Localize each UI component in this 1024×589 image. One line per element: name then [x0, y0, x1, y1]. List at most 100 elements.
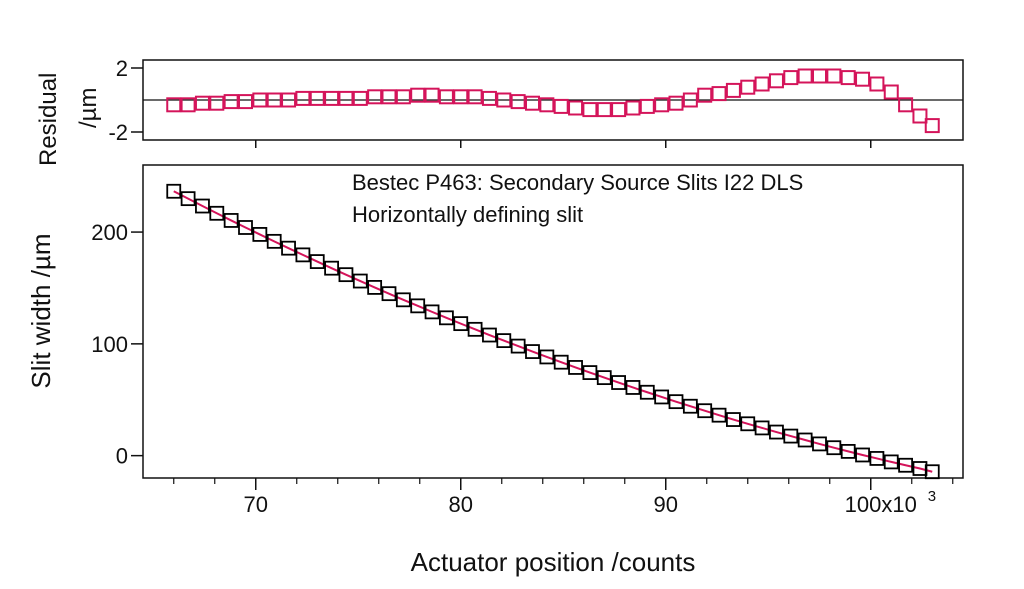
residual-point [725, 82, 741, 98]
residual-point [639, 98, 655, 114]
main-point [812, 436, 827, 452]
main-point [697, 403, 713, 419]
main-point [855, 447, 870, 463]
main-point [682, 398, 698, 414]
main-point [510, 338, 526, 354]
main-point [482, 327, 497, 343]
main-point [668, 394, 684, 410]
residual-point [697, 87, 713, 103]
main-point [797, 432, 813, 448]
residual-point [682, 92, 698, 108]
main-panel: 0 100 200 70 80 90 100x10 3 Bestec P463: Secon… [26, 140, 964, 577]
main-point [568, 360, 583, 375]
main-point [783, 428, 799, 444]
main-point [840, 443, 856, 459]
main-point [324, 260, 340, 276]
residual-point [611, 102, 627, 118]
residual-point [768, 73, 784, 89]
main-ytick-label: 200 [91, 220, 128, 245]
main-point [625, 380, 641, 395]
main-point [754, 420, 770, 436]
residual-point [266, 92, 282, 108]
residual-point [395, 89, 411, 105]
main-point [352, 273, 368, 289]
main-point [611, 375, 626, 390]
x-exponent-label: 3 [928, 488, 936, 505]
residual-point [924, 118, 940, 134]
residual-point [496, 92, 512, 108]
main-point [596, 370, 612, 386]
main-point [639, 384, 655, 400]
main-point [395, 292, 411, 308]
main-point [582, 365, 598, 380]
residual-point [438, 89, 454, 105]
residual-point [352, 90, 368, 106]
main-x-ticks: 70 80 90 100x10 3 [173, 140, 954, 517]
residual-point [596, 102, 612, 118]
main-point [769, 424, 784, 440]
residual-point [295, 90, 311, 106]
main-point [238, 220, 253, 235]
main-point [711, 407, 727, 423]
residual-point [166, 97, 182, 113]
main-point [726, 412, 741, 427]
residual-point [180, 97, 196, 113]
main-point [496, 333, 512, 349]
main-points [166, 183, 940, 480]
residual-point [324, 90, 340, 106]
main-point [424, 304, 440, 320]
residual-point [553, 98, 569, 114]
residual-point [309, 90, 325, 106]
residual-ylabel-line2: /µm [75, 88, 102, 129]
annotation-line2: Horizontally defining slit [352, 202, 583, 227]
residual-point [869, 76, 885, 92]
main-point [410, 298, 426, 314]
main-point [740, 416, 756, 432]
main-point [438, 310, 454, 326]
residual-point [568, 100, 584, 116]
residual-y-ticks: 2 -2 [108, 56, 143, 145]
residual-point [668, 95, 684, 111]
main-point [266, 233, 282, 249]
main-point [295, 247, 311, 263]
residual-point [252, 92, 268, 108]
main-xtick-label: 80 [449, 492, 473, 517]
main-ylabel: Slit width /µm [26, 233, 56, 388]
residual-point [194, 95, 210, 111]
main-xlabel: Actuator position /counts [411, 547, 696, 577]
residual-point [281, 92, 297, 108]
main-y-ticks: 0 100 200 [91, 220, 143, 469]
main-point [553, 354, 569, 370]
main-point [166, 183, 182, 199]
main-ytick-label: 100 [91, 332, 128, 357]
residual-point [525, 95, 540, 111]
main-point [924, 464, 940, 480]
main-point [381, 286, 397, 302]
residual-point [754, 76, 770, 92]
main-point [223, 213, 239, 228]
fit-line [173, 190, 933, 473]
residual-point [711, 86, 727, 102]
main-point [539, 349, 555, 365]
annotation-line1: Bestec P463: Secondary Source Slits I22 … [352, 170, 803, 195]
main-ytick-label: 0 [116, 444, 128, 469]
main-point [309, 254, 325, 269]
residual-panel: 2 -2 Residual /µm [35, 56, 964, 166]
residual-point [481, 90, 497, 106]
residual-ytick-label: 2 [116, 56, 128, 81]
residual-point [625, 100, 641, 116]
main-point [869, 451, 885, 466]
residual-point [812, 68, 827, 84]
main-point [654, 389, 670, 405]
residual-point [797, 68, 813, 84]
residual-point [223, 94, 239, 110]
residual-point [367, 89, 383, 105]
residual-point [912, 108, 928, 124]
residual-ylabel-line1: Residual [35, 73, 62, 166]
main-point [883, 454, 899, 470]
residual-point [238, 94, 253, 110]
main-xtick-label: 70 [244, 492, 268, 517]
main-point [195, 198, 210, 214]
main-point [453, 316, 469, 332]
